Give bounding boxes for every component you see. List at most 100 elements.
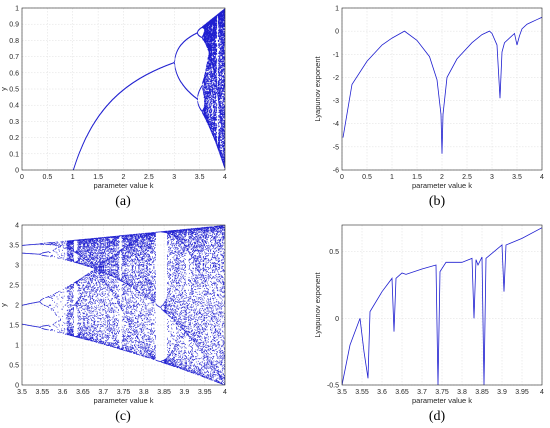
y-tick-label: 0.2 bbox=[9, 135, 19, 142]
bifurcation-points-a bbox=[22, 8, 225, 170]
panel-a: 0 0.5 1 1.5 2 2.5 3 3.5 4 0 0.1 0.2 0.3 0.4 0.5 0.6 0.7 0… bbox=[0, 6, 227, 210]
x-tick-label: 3.9 bbox=[180, 389, 190, 396]
plot-area-b bbox=[342, 16, 542, 154]
x-tick-label: 3.8 bbox=[457, 389, 467, 396]
panel-label: (d) bbox=[429, 409, 446, 424]
x-tick-label: 3.5 bbox=[337, 389, 347, 396]
x-tick-label: 1.5 bbox=[412, 174, 422, 181]
x-tick-label: 3.5 bbox=[17, 389, 27, 396]
x-tick-label: 3.95 bbox=[198, 389, 212, 396]
y-tick-label: 1 bbox=[15, 343, 19, 350]
panel-b: 0 0.5 1 1.5 2 2.5 3 3.5 4 -6 -5 -4 -3 -2 -1 0 1 parameter… bbox=[313, 6, 544, 210]
y-tick-label: 0.3 bbox=[9, 119, 19, 126]
plot-area-c bbox=[22, 225, 225, 385]
x-tick-label: 0 bbox=[20, 174, 24, 181]
x-tick-label: 3.85 bbox=[475, 389, 489, 396]
x-tick-label: 1 bbox=[71, 174, 75, 181]
x-tick-label: 3 bbox=[490, 174, 494, 181]
bifurcation-mark bbox=[22, 8, 225, 170]
axes-frame-b bbox=[341, 7, 543, 171]
y-tick-label: 0.5 bbox=[9, 87, 19, 94]
x-tick-label: 2 bbox=[122, 174, 126, 181]
plot-area-a bbox=[22, 8, 225, 170]
panel-label: (b) bbox=[429, 194, 446, 209]
panel-d: 3.5 3.55 3.6 3.65 3.7 3.75 3.8 3.85 3.9 3.95 4 -0.5… bbox=[313, 224, 544, 424]
x-tick-label: 0 bbox=[340, 174, 344, 181]
y-tick-label: 0.5 bbox=[329, 249, 339, 256]
axes-frame-c bbox=[21, 224, 226, 386]
x-tick-label: 3.55 bbox=[355, 389, 369, 396]
x-tick-label: 3.7 bbox=[98, 389, 108, 396]
x-tick-label: 3.6 bbox=[58, 389, 68, 396]
x-tick-label: 3.75 bbox=[435, 389, 449, 396]
y-axis-label: y bbox=[0, 303, 8, 307]
y-tick-label: 3 bbox=[15, 263, 19, 270]
x-tick-label: 4 bbox=[223, 389, 227, 396]
y-tick-label: -6 bbox=[333, 168, 339, 175]
bifurcation-mark bbox=[22, 225, 225, 385]
y-tick-label: 2.5 bbox=[9, 283, 19, 290]
y-tick-label: 0 bbox=[335, 29, 339, 36]
y-tick-label: 0.7 bbox=[9, 54, 19, 61]
y-tick-label: -5 bbox=[333, 144, 339, 151]
x-tick-label: 2.5 bbox=[144, 174, 154, 181]
lyapunov-line-b bbox=[342, 16, 542, 154]
x-tick-label: 4 bbox=[223, 174, 227, 181]
y-tick-label: -2 bbox=[333, 75, 339, 82]
y-tick-label: 4 bbox=[15, 223, 19, 230]
x-tick-label: 3.6 bbox=[377, 389, 387, 396]
y-axis-label: Lyapunov exponent bbox=[313, 271, 322, 337]
y-tick-label: 1 bbox=[335, 6, 339, 13]
y-tick-label: 2 bbox=[15, 303, 19, 310]
y-tick-label: -4 bbox=[333, 121, 339, 128]
x-tick-label: 0.5 bbox=[362, 174, 372, 181]
x-tick-label: 3.85 bbox=[157, 389, 171, 396]
plot-area-d bbox=[342, 227, 542, 385]
y-tick-label: 0.8 bbox=[9, 38, 19, 45]
x-tick-label: 3.7 bbox=[417, 389, 427, 396]
x-tick-label: 1.5 bbox=[93, 174, 103, 181]
y-axis-label: Lyapunov exponent bbox=[313, 55, 322, 121]
y-tick-label: -1 bbox=[333, 52, 339, 59]
x-axis-label: parameter value k bbox=[412, 396, 472, 405]
axes-frame-a bbox=[21, 7, 226, 171]
x-axis-label: parameter value k bbox=[412, 181, 472, 190]
x-axis-label: parameter value k bbox=[93, 396, 153, 405]
y-axis-label: y bbox=[0, 87, 8, 91]
y-tick-label: 0 bbox=[335, 316, 339, 323]
panel-label: (a) bbox=[115, 194, 131, 209]
x-tick-label: 3.8 bbox=[139, 389, 149, 396]
y-tick-label: 1 bbox=[15, 6, 19, 13]
x-tick-label: 3.95 bbox=[515, 389, 529, 396]
y-tick-label: 0.4 bbox=[9, 103, 19, 110]
x-tick-label: 4 bbox=[540, 174, 544, 181]
y-tick-label: 3.5 bbox=[9, 243, 19, 250]
y-tick-label: 0.1 bbox=[9, 151, 19, 158]
y-tick-label: 0.5 bbox=[9, 363, 19, 370]
y-tick-label: -0.5 bbox=[327, 383, 339, 390]
bifurcation-points-c bbox=[22, 225, 225, 385]
y-tick-label: 0 bbox=[15, 383, 19, 390]
x-tick-label: 2 bbox=[440, 174, 444, 181]
y-tick-label: 0.9 bbox=[9, 22, 19, 29]
x-tick-label: 3.9 bbox=[497, 389, 507, 396]
panel-c: 3.5 3.55 3.6 3.65 3.7 3.75 3.8 3.85 3.9 3.95 4 0 0.5… bbox=[0, 223, 227, 425]
x-tick-label: 3.55 bbox=[35, 389, 49, 396]
x-tick-label: 3.65 bbox=[76, 389, 90, 396]
y-tick-label: -3 bbox=[333, 98, 339, 105]
x-tick-label: 0.5 bbox=[43, 174, 53, 181]
x-tick-label: 3 bbox=[172, 174, 176, 181]
x-tick-label: 3.65 bbox=[395, 389, 409, 396]
x-tick-label: 1 bbox=[390, 174, 394, 181]
panel-label: (c) bbox=[115, 409, 131, 424]
x-tick-label: 3.5 bbox=[195, 174, 205, 181]
y-tick-label: 1.5 bbox=[9, 323, 19, 330]
x-tick-label: 4 bbox=[540, 389, 544, 396]
x-tick-label: 3.5 bbox=[512, 174, 522, 181]
y-tick-label: 0 bbox=[15, 168, 19, 175]
x-tick-label: 3.75 bbox=[117, 389, 131, 396]
x-tick-label: 2.5 bbox=[462, 174, 472, 181]
axes-frame-d bbox=[341, 224, 543, 386]
lyapunov-line-d bbox=[342, 227, 542, 385]
